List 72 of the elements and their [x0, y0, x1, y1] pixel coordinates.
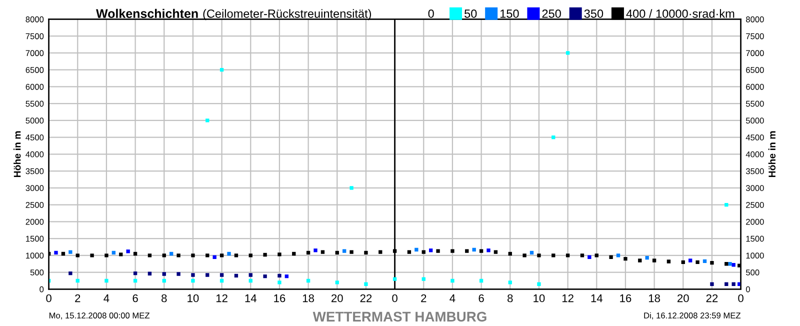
y-tick-label: 0: [40, 286, 44, 292]
y-tick-label: 2000: [26, 218, 44, 225]
x-tick-label: 18: [648, 294, 660, 302]
x-tick-label: 22: [706, 294, 718, 302]
legend-label: 350: [584, 9, 604, 18]
x-tick-label: 12: [562, 294, 574, 302]
y2-tick-label: 7000: [746, 50, 764, 56]
chart-subtitle: (Ceilometer-Rückstreuintensität): [203, 9, 372, 20]
y-tick-label: 4000: [26, 151, 44, 158]
x-tick-label: 2: [75, 294, 80, 302]
y-tick-label: 1500: [26, 236, 44, 242]
y-tick-label: 2500: [26, 202, 44, 208]
x-tick-label: 14: [591, 294, 602, 302]
y-tick-label: 500: [30, 269, 44, 276]
legend-label: 50: [464, 9, 477, 18]
x-tick-label: 10: [534, 294, 545, 302]
x-tick-label: 18: [302, 294, 314, 302]
x-tick-label: 8: [508, 294, 513, 302]
y-tick-label: 5500: [26, 100, 44, 107]
y-tick-label: 6000: [26, 84, 44, 90]
y-tick-label: 4500: [26, 134, 44, 140]
y-axis-title: Höhe in m: [14, 131, 21, 178]
x-tick-label: 6: [478, 294, 484, 302]
y2-tick-label: 3000: [746, 185, 764, 192]
x-tick-label: 6: [132, 294, 138, 302]
x-tick-label: 10: [188, 294, 199, 302]
x-tick-label: 0: [738, 294, 744, 302]
x-tick-label: 2: [421, 294, 426, 302]
chart-title: Wolkenschichten: [96, 8, 198, 18]
y2-tick-label: 5500: [746, 100, 764, 107]
x-tick-label: 4: [450, 294, 456, 302]
y-tick-label: 5000: [26, 118, 44, 124]
y2-tick-label: 4500: [746, 134, 764, 140]
x-tick-label: 22: [360, 294, 372, 302]
x-tick-label: 16: [620, 294, 632, 302]
y-tick-label: 8000: [26, 16, 44, 22]
y-tick-label: 3500: [26, 168, 44, 174]
y-tick-label: 7500: [26, 33, 44, 40]
y2-tick-label: 3500: [746, 168, 764, 174]
y-tick-label: 3000: [26, 185, 44, 192]
x-tick-label: 20: [332, 294, 343, 302]
legend-title: 0: [428, 9, 434, 18]
x-tick-label: 0: [392, 294, 398, 302]
x-tick-label: 14: [245, 294, 256, 302]
text: Di, 16.12.2008 23:59 MEZ: [644, 312, 741, 320]
y2-tick-label: 6000: [746, 84, 764, 90]
x-tick-label: 4: [104, 294, 110, 302]
y2-tick-label: 0: [746, 286, 750, 292]
y-tick-label: 7000: [26, 50, 44, 56]
x-tick-label: 8: [162, 294, 167, 302]
x-tick-label: 16: [274, 294, 286, 302]
y2-tick-label: 8000: [746, 16, 764, 22]
legend-label: 400 / 10000·srad·km: [626, 9, 734, 18]
y2-tick-label: 6500: [746, 67, 764, 73]
y2-tick-label: 2000: [746, 218, 764, 225]
legend-label: 150: [500, 9, 519, 18]
y2-tick-label: 1500: [746, 236, 764, 242]
y2-tick-label: 7500: [746, 33, 764, 40]
y2-tick-label: 2500: [746, 202, 764, 208]
y2-tick-label: 500: [746, 269, 760, 276]
text: WETTERMAST HAMBURG: [312, 312, 486, 322]
text: Mo, 15.12.2008 00:00 MEZ: [49, 312, 150, 320]
x-tick-label: 12: [216, 294, 228, 302]
y2-tick-label: 4000: [746, 151, 764, 158]
y-tick-label: 6500: [26, 67, 44, 73]
y2-tick-label: 1000: [746, 252, 764, 259]
x-tick-label: 0: [46, 294, 52, 302]
x-tick-label: 20: [678, 294, 689, 302]
y-tick-label: 1000: [26, 252, 44, 259]
y2-axis-title: Höhe in m: [768, 131, 776, 178]
y2-tick-label: 5000: [746, 118, 764, 124]
legend-label: 250: [542, 9, 561, 18]
